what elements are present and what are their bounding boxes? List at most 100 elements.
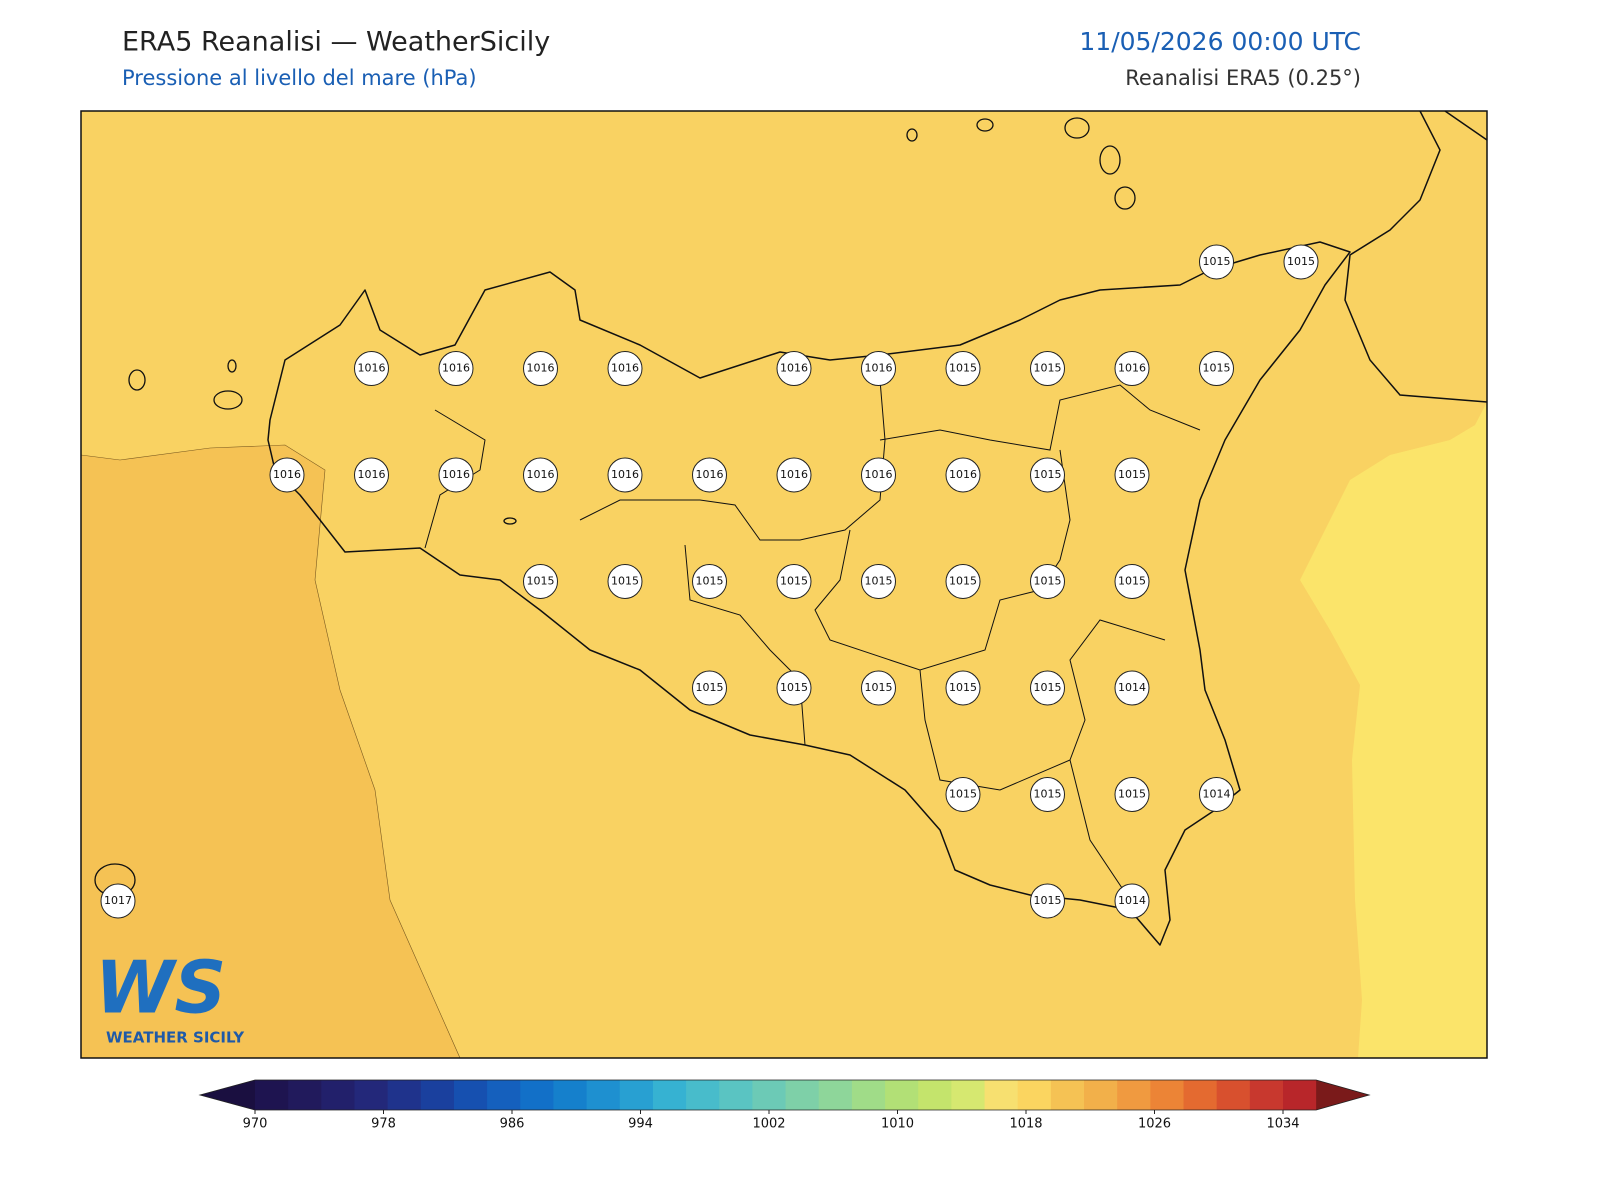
station: 1015: [1199, 351, 1234, 386]
station-value: 1015: [949, 788, 977, 801]
station-value: 1016: [865, 362, 893, 375]
station-value: 1015: [780, 575, 808, 588]
station-marker: [607, 457, 643, 493]
station-marker: [1114, 883, 1150, 919]
station: 1015: [945, 777, 981, 812]
station-marker: [100, 883, 136, 919]
station-marker: [945, 351, 981, 386]
station-value: 1015: [1203, 255, 1231, 268]
station-marker: [1199, 777, 1234, 812]
station: 1016: [861, 457, 896, 493]
station-marker: [354, 457, 389, 493]
datetime: 11/05/2026 00:00 UTC: [1079, 27, 1361, 56]
station: 1015: [1114, 457, 1150, 493]
colorbar-outline: [198, 1079, 1371, 1111]
station-value: 1016: [611, 362, 639, 375]
station-value: 1016: [273, 468, 301, 481]
station-marker: [354, 351, 389, 386]
colorbar-band: [1216, 1080, 1251, 1110]
station-value: 1015: [1118, 575, 1146, 588]
colorbar-band: [1283, 1080, 1317, 1110]
station-value: 1015: [949, 681, 977, 694]
station-marker: [607, 351, 643, 386]
station-value: 1015: [611, 575, 639, 588]
station-marker: [861, 351, 896, 386]
station: 1015: [945, 351, 981, 386]
station: 1015: [1030, 777, 1065, 812]
station-value: 1016: [358, 468, 386, 481]
station: 1016: [438, 351, 474, 386]
station-marker: [776, 670, 812, 706]
station: 1015: [523, 564, 558, 599]
logo-name: WEATHER SICILY: [106, 1029, 245, 1047]
colorbar-tick-label: 986: [500, 1117, 525, 1132]
colorbar-band: [586, 1080, 621, 1110]
colorbar-tick-label: 1034: [1266, 1117, 1299, 1132]
station-marker: [861, 670, 896, 706]
station-marker: [1030, 777, 1065, 812]
station-marker: [1114, 564, 1150, 599]
colorbar-band: [487, 1080, 521, 1110]
station: 1015: [1199, 244, 1234, 280]
station-marker: [692, 670, 727, 706]
station-marker: [776, 564, 812, 599]
station: 1015: [1030, 564, 1065, 599]
station-value: 1016: [611, 468, 639, 481]
station: 1015: [1030, 457, 1065, 493]
station: 1015: [607, 564, 643, 599]
station-value: 1015: [1203, 362, 1231, 375]
colorbar-band: [752, 1080, 787, 1110]
station-value: 1015: [949, 575, 977, 588]
station-value: 1016: [865, 468, 893, 481]
station-value: 1016: [442, 468, 470, 481]
station-value: 1016: [949, 468, 977, 481]
station-marker: [776, 457, 812, 493]
title: ERA5 Reanalisi — WeatherSicily: [122, 27, 550, 58]
colorbar-band: [785, 1080, 820, 1110]
source: Reanalisi ERA5 (0.25°): [1125, 66, 1361, 90]
station: 1016: [269, 457, 305, 493]
colorbar-band: [387, 1080, 422, 1110]
map: 1015 1015 1016 1016 1016 1016 1016 1016 1015 1015…: [80, 110, 1488, 1059]
station: 1014: [1199, 777, 1234, 812]
station-value: 1015: [1118, 788, 1146, 801]
colorbar-tick-label: 994: [628, 1117, 653, 1132]
colorbar-band: [1084, 1080, 1118, 1110]
colorbar-band: [951, 1080, 986, 1110]
coastline: [267, 241, 1351, 946]
station: 1015: [1114, 777, 1150, 812]
colorbar-band: [321, 1080, 355, 1110]
station-marker: [1030, 670, 1065, 706]
station-marker: [607, 564, 643, 599]
coastline: [1344, 110, 1488, 403]
station-marker: [1030, 564, 1065, 599]
colorbar-band: [1183, 1080, 1218, 1110]
station-marker: [523, 351, 558, 386]
station-value: 1014: [1118, 894, 1146, 907]
subtitle: Pressione al livello del mare (hPa): [122, 66, 477, 90]
colorbar-tick-label: 1010: [881, 1117, 914, 1132]
station-marker: [861, 457, 896, 493]
station: 1016: [1114, 351, 1150, 386]
station-marker: [692, 457, 727, 493]
station-value: 1016: [780, 468, 808, 481]
station-marker: [1114, 777, 1150, 812]
station-marker: [523, 457, 558, 493]
station-value: 1015: [1034, 575, 1062, 588]
colorbar-band: [420, 1080, 455, 1110]
station: 1017: [100, 883, 136, 919]
logo-mark: WS: [95, 946, 226, 1030]
colorbar-tick-label: 1002: [752, 1117, 785, 1132]
colorbar-tick-label: 1018: [1009, 1117, 1042, 1132]
station: 1015: [861, 564, 896, 599]
station-marker: [1030, 457, 1065, 493]
logo: WS WEATHER SICILY: [95, 946, 245, 1047]
station-marker: [692, 564, 727, 599]
station-marker: [269, 457, 305, 493]
colorbar-band: [288, 1080, 322, 1110]
station-marker: [1030, 351, 1065, 386]
station: 1016: [607, 457, 643, 493]
station: 1015: [776, 670, 812, 706]
colorbar-band: [1050, 1080, 1085, 1110]
